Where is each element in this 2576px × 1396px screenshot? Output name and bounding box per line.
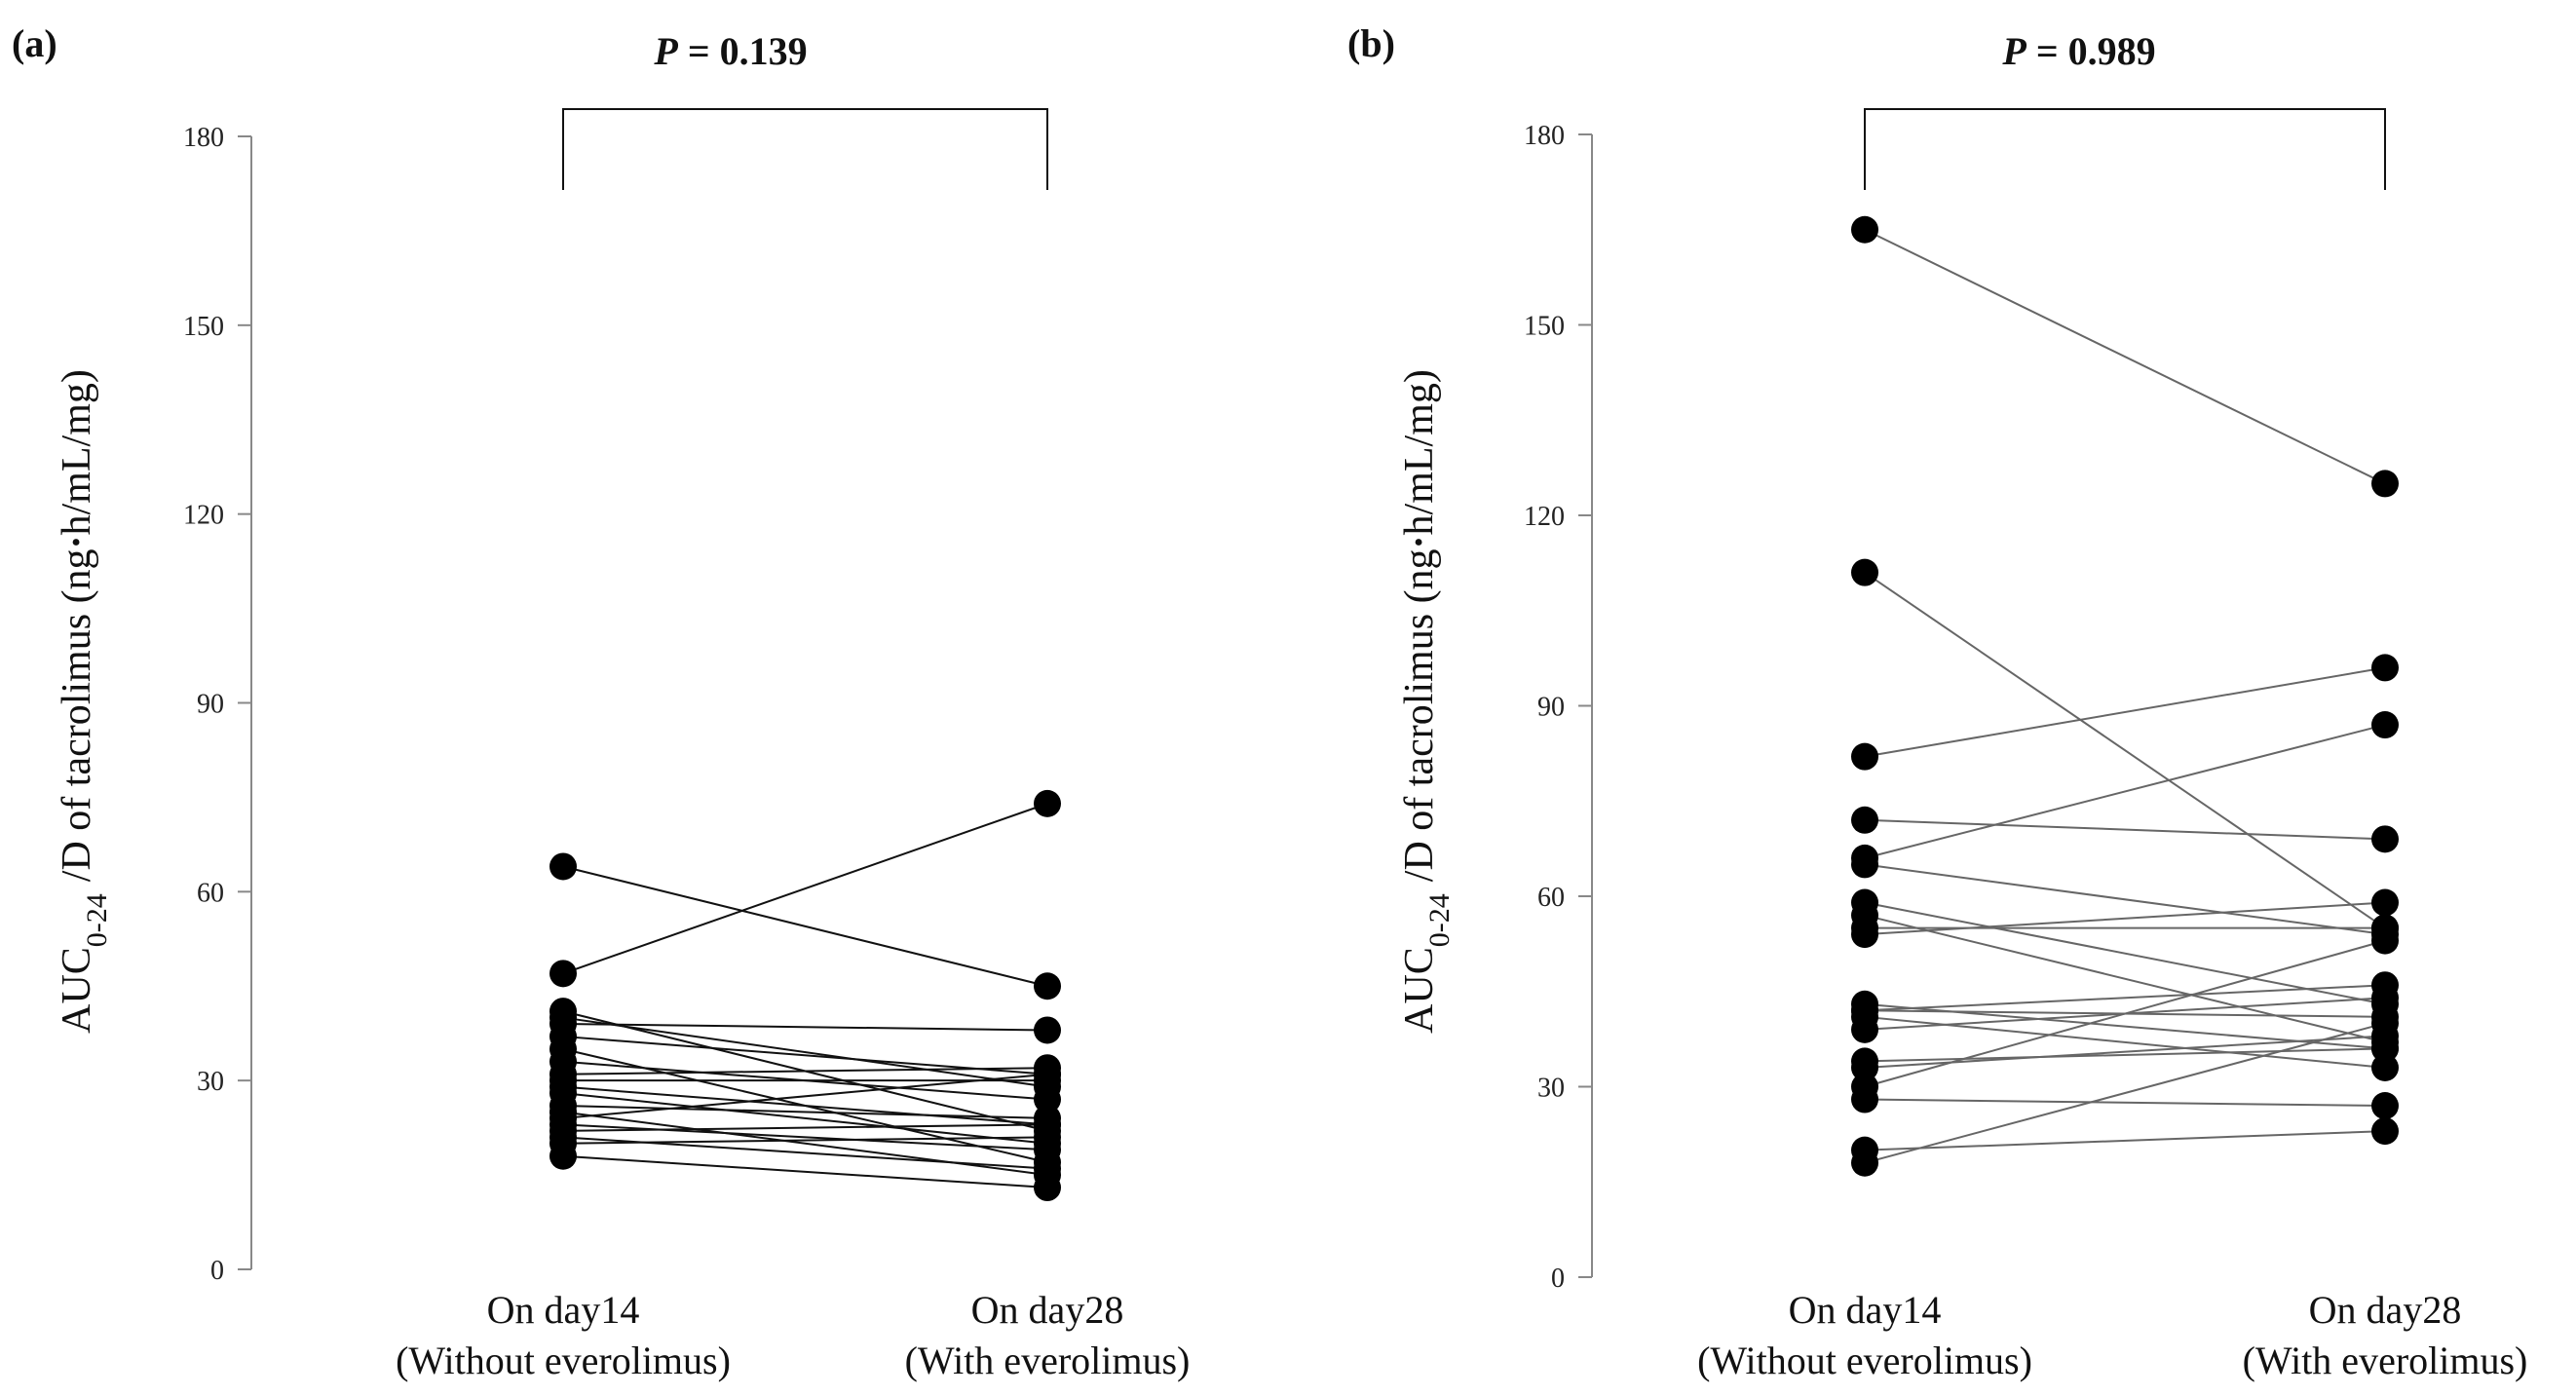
data-point-day28 — [1034, 1016, 1061, 1044]
data-point-day28 — [2371, 654, 2399, 682]
pair-line — [1864, 1035, 2386, 1069]
pair-line — [1864, 1022, 2386, 1164]
data-point-day28 — [1034, 972, 1061, 1000]
pair-line — [1864, 666, 2386, 758]
x-category-sublabel: (With everolimus) — [2243, 1339, 2528, 1382]
data-point-day28 — [2371, 470, 2399, 498]
data-point-day28 — [2371, 926, 2399, 955]
y-tick-label: 0 — [1551, 1264, 1565, 1294]
pair-line — [562, 1136, 1048, 1145]
p-value-label: P = 0.139 — [653, 29, 807, 73]
pair-line — [562, 1111, 1048, 1177]
pair-line — [562, 1123, 1048, 1132]
data-point-day28 — [1034, 1174, 1061, 1202]
data-point-day28 — [2371, 1009, 2399, 1038]
pair-line — [1864, 1130, 2386, 1151]
data-point-day28 — [2371, 825, 2399, 853]
data-point-day28 — [2371, 984, 2399, 1012]
p-value-label: P = 0.989 — [2001, 29, 2155, 73]
pair-line — [1864, 901, 2386, 1005]
y-tick-label: 90 — [197, 690, 224, 720]
y-tick-label: 60 — [197, 878, 224, 908]
x-category-sublabel: (Without everolimus) — [396, 1339, 731, 1382]
data-point-day28 — [2371, 1053, 2399, 1081]
x-category-sublabel: (With everolimus) — [905, 1339, 1191, 1382]
pair-line — [562, 1154, 1048, 1189]
data-point-day14 — [549, 960, 577, 988]
panel-label: (a) — [12, 21, 57, 65]
pair-line — [562, 865, 1048, 988]
data-point-day14 — [1851, 1053, 1878, 1081]
data-point-day14 — [1851, 558, 1878, 586]
pair-line — [1864, 571, 2386, 929]
data-point-day14 — [1851, 742, 1878, 771]
pair-line — [562, 1035, 1048, 1075]
y-tick-label: 180 — [183, 123, 224, 153]
x-category-label: On day28 — [2309, 1288, 2462, 1332]
y-tick-label: 30 — [197, 1067, 224, 1097]
pair-line — [562, 1023, 1048, 1032]
pair-line — [1864, 901, 2386, 936]
data-point-day14 — [549, 852, 577, 881]
data-point-day14 — [1851, 215, 1878, 244]
x-category-label: On day14 — [1789, 1288, 1942, 1332]
data-point-day28 — [1034, 1060, 1061, 1088]
data-point-day28 — [2371, 1092, 2399, 1120]
y-tick-label: 150 — [183, 312, 224, 342]
y-tick-label: 120 — [183, 501, 224, 531]
pair-line — [562, 1016, 1048, 1088]
pair-line — [1864, 863, 2386, 936]
pair-line — [1864, 818, 2386, 841]
y-tick-label: 180 — [1524, 121, 1565, 151]
x-category-label: On day28 — [971, 1288, 1124, 1332]
pair-line — [1864, 984, 2386, 1012]
pair-line — [562, 1073, 1048, 1119]
significance-bracket — [1864, 108, 2386, 190]
pair-line — [562, 1067, 1048, 1075]
data-point-day14 — [1851, 1149, 1878, 1177]
y-tick-label: 30 — [1537, 1074, 1565, 1104]
data-point-day28 — [2371, 1117, 2399, 1146]
pair-line — [562, 802, 1048, 975]
data-point-day28 — [1034, 1123, 1061, 1151]
data-point-day14 — [1851, 806, 1878, 834]
significance-bracket — [562, 108, 1048, 190]
y-tick-label: 90 — [1537, 693, 1565, 723]
panel-label: (b) — [1347, 21, 1395, 65]
data-point-day28 — [2371, 711, 2399, 739]
pair-line — [1864, 228, 2386, 485]
pair-line — [1864, 914, 2386, 1043]
pair-line — [1864, 1098, 2386, 1108]
pair-line — [1864, 724, 2386, 859]
pair-line — [1864, 1015, 2386, 1069]
y-tick-label: 150 — [1524, 312, 1565, 342]
y-tick-label: 0 — [210, 1256, 224, 1286]
data-point-day28 — [1034, 789, 1061, 817]
pair-line — [562, 1105, 1048, 1119]
data-point-day28 — [1034, 1154, 1061, 1183]
pair-line — [562, 1092, 1048, 1145]
data-point-day14 — [1851, 921, 1878, 949]
y-axis-label: AUC0-24/D of tacrolimus (ng·h/mL/mg) — [55, 369, 113, 1034]
pair-line — [1864, 1047, 2386, 1063]
pair-line — [1864, 939, 2386, 1088]
data-point-day14 — [1851, 1015, 1878, 1043]
data-point-day28 — [1034, 1085, 1061, 1113]
x-category-label: On day14 — [487, 1288, 640, 1332]
data-point-day14 — [1851, 850, 1878, 879]
x-category-sublabel: (Without everolimus) — [1697, 1339, 2032, 1382]
pair-line — [562, 1085, 1048, 1126]
y-tick-label: 60 — [1537, 883, 1565, 913]
pair-line — [562, 1123, 1048, 1151]
data-point-day14 — [1851, 1085, 1878, 1113]
y-tick-label: 120 — [1524, 502, 1565, 532]
data-point-day14 — [549, 1142, 577, 1170]
data-point-day28 — [2371, 888, 2399, 917]
y-axis-label: AUC0-24/D of tacrolimus (ng·h/mL/mg) — [1397, 369, 1456, 1034]
